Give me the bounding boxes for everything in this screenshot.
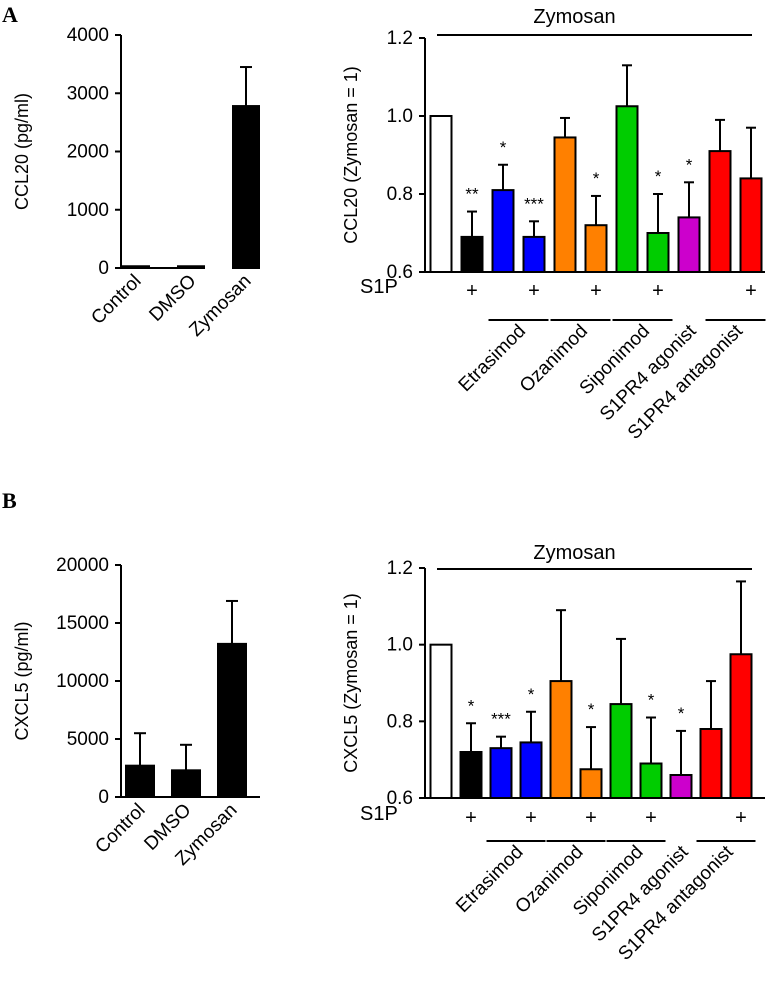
significance-marker: * [468,696,475,715]
bar [639,762,663,799]
bar [699,728,723,799]
y-tick-label: 1.0 [387,635,413,656]
bar [739,177,763,273]
y-tick-label: 0 [98,258,109,279]
y-tick-label: 0 [98,787,109,808]
s1p-plus-marker: + [645,807,657,829]
bar [522,235,546,273]
s1p-plus-marker: + [466,280,478,302]
bar [549,680,573,799]
bar [553,136,577,273]
bar [615,105,639,273]
s1p-plus-marker: + [745,280,757,302]
significance-marker: ** [465,185,479,204]
bar [646,232,670,273]
y-axis-title: CXCL5 (pg/ml) [12,621,32,740]
bar [460,235,484,273]
bar [125,764,155,798]
treatment-label: Zymosan [533,6,615,28]
bar [122,265,150,270]
bar [217,642,247,798]
bar [429,643,453,800]
y-tick-label: 1.2 [387,28,413,49]
y-tick-label: 4000 [67,25,109,46]
significance-marker: * [678,704,685,723]
chart-ccl20-absolute: 0 1000 2000 3000 4000 CCL20 (pg/ml) Control DMS… [12,25,260,341]
x-category-label: Control [87,271,145,329]
significance-marker: *** [491,710,511,729]
significance-marker: * [686,155,693,174]
bar [609,703,633,799]
significance-marker: * [655,167,662,186]
y-axis-title: CXCL5 (Zymosan = 1) [341,593,361,773]
y-tick-label: 0.6 [387,788,413,809]
bar [579,768,603,799]
significance-marker: * [500,138,507,157]
s1p-plus-marker: + [590,280,602,302]
y-tick-label: 0.6 [387,262,413,283]
significance-marker: *** [524,194,544,213]
bar [177,265,205,270]
y-axis-title: CCL20 (pg/ml) [12,93,32,210]
s1p-label: S1P [360,276,398,298]
y-tick-label: 1000 [67,200,109,221]
y-tick-label: 15000 [56,613,109,634]
y-tick-label: 1.0 [387,106,413,127]
bar [584,224,608,273]
s1p-plus-marker: + [585,807,597,829]
bar [677,216,701,273]
significance-marker: * [588,700,595,719]
treatment-label: Zymosan [533,542,615,564]
s1p-plus-marker: + [735,807,747,829]
s1p-label: S1P [360,803,398,825]
y-tick-label: 10000 [56,671,109,692]
y-axis-title: CCL20 (Zymosan = 1) [341,66,361,244]
bar [429,115,453,273]
bar [708,150,732,274]
s1p-plus-marker: + [528,280,540,302]
bar [669,774,693,799]
bar [459,751,483,799]
y-tick-label: 2000 [67,142,109,163]
s1p-plus-marker: + [525,807,537,829]
bar [729,653,753,799]
y-tick-label: 5000 [67,729,109,750]
bar [171,769,201,799]
y-tick-label: 0.8 [387,711,413,732]
y-tick-label: 1.2 [387,558,413,579]
panel-label-b: B [2,488,17,513]
significance-marker: * [528,685,535,704]
y-tick-label: 0.8 [387,184,413,205]
bar [491,189,515,274]
significance-marker: * [648,691,655,710]
panel-label-a: A [2,2,18,27]
bar [232,105,260,269]
s1p-plus-marker: + [652,280,664,302]
significance-marker: * [593,169,600,188]
bar [489,747,513,800]
x-category-label: DMSO [145,271,200,326]
chart-cxcl5-absolute: 0 5000 10000 15000 20000 CXCL5 (pg/ml) Control… [12,555,260,870]
s1p-plus-marker: + [465,807,477,829]
y-tick-label: 3000 [67,83,109,104]
bar [519,741,543,800]
y-tick-label: 20000 [56,555,109,576]
x-category-label: Control [91,800,149,858]
